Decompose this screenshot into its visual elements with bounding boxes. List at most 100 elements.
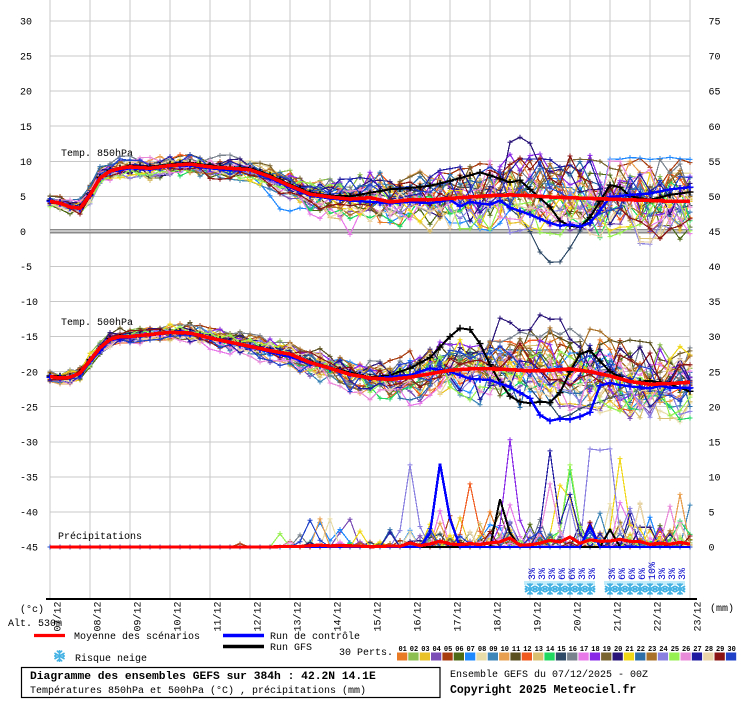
svg-text:Run de contrôle: Run de contrôle	[270, 631, 360, 643]
svg-text:3%: 3%	[608, 568, 619, 580]
svg-text:Diagramme des ensembles GEFS s: Diagramme des ensembles GEFS sur 384h : …	[30, 671, 376, 683]
svg-text:22: 22	[637, 646, 645, 654]
svg-text:-40: -40	[20, 509, 38, 520]
svg-text:Températures 850hPa et 500hPa: Températures 850hPa et 500hPa (°C) , pré…	[30, 685, 366, 697]
svg-text:Copyright 2025 Meteociel.fr: Copyright 2025 Meteociel.fr	[450, 684, 636, 697]
svg-text:08: 08	[478, 646, 486, 654]
svg-text:21: 21	[625, 646, 633, 654]
svg-text:3%: 3%	[668, 568, 679, 580]
svg-text:14/12: 14/12	[333, 602, 345, 632]
svg-text:24: 24	[659, 646, 667, 654]
svg-text:40: 40	[709, 263, 721, 274]
svg-text:-5: -5	[20, 263, 32, 274]
svg-text:09/12: 09/12	[133, 602, 145, 632]
svg-text:-45: -45	[20, 544, 38, 555]
svg-text:27: 27	[693, 646, 701, 654]
svg-text:16: 16	[569, 646, 577, 654]
svg-text:25: 25	[20, 53, 32, 64]
svg-text:25: 25	[671, 646, 679, 654]
svg-text:5: 5	[20, 193, 26, 204]
svg-text:30: 30	[709, 333, 721, 344]
svg-text:6%: 6%	[568, 568, 579, 580]
svg-text:17/12: 17/12	[453, 602, 465, 632]
svg-text:-10: -10	[20, 298, 38, 309]
svg-text:(mm): (mm)	[710, 603, 734, 615]
svg-text:Précipitations: Précipitations	[58, 531, 142, 543]
svg-text:3%: 3%	[528, 568, 539, 580]
svg-text:3%: 3%	[538, 568, 549, 580]
svg-text:20: 20	[20, 88, 32, 99]
svg-text:05: 05	[444, 646, 452, 654]
svg-text:-20: -20	[20, 368, 38, 379]
svg-text:-30: -30	[20, 438, 38, 449]
svg-text:(°c): (°c)	[20, 604, 44, 616]
svg-text:07: 07	[466, 646, 474, 654]
svg-text:25: 25	[709, 368, 721, 379]
svg-text:28: 28	[705, 646, 713, 654]
svg-text:20: 20	[614, 646, 622, 654]
svg-text:29: 29	[716, 646, 724, 654]
svg-text:Moyenne des scénarios: Moyenne des scénarios	[74, 631, 200, 643]
svg-text:17: 17	[580, 646, 588, 654]
svg-text:Risque neige: Risque neige	[75, 653, 147, 665]
svg-text:14: 14	[546, 646, 554, 654]
svg-text:23: 23	[648, 646, 656, 654]
svg-text:26: 26	[682, 646, 690, 654]
svg-text:20/12: 20/12	[573, 602, 585, 632]
svg-text:30: 30	[727, 646, 735, 654]
svg-text:5: 5	[709, 509, 715, 520]
svg-text:23/12: 23/12	[693, 602, 705, 632]
svg-text:Alt. 530m: Alt. 530m	[8, 618, 62, 630]
svg-text:19/12: 19/12	[533, 602, 545, 632]
svg-text:13: 13	[535, 646, 543, 654]
svg-text:-25: -25	[20, 403, 38, 414]
svg-text:-35: -35	[20, 474, 38, 485]
svg-text:15: 15	[20, 123, 32, 134]
svg-text:09: 09	[489, 646, 497, 654]
svg-text:45: 45	[709, 228, 721, 239]
svg-text:6%: 6%	[628, 568, 639, 580]
svg-text:13/12: 13/12	[293, 602, 305, 632]
svg-text:02: 02	[410, 646, 418, 654]
svg-text:12/12: 12/12	[253, 602, 265, 632]
svg-text:0: 0	[20, 228, 26, 239]
svg-text:70: 70	[709, 53, 721, 64]
svg-text:3%: 3%	[578, 568, 589, 580]
svg-text:10%: 10%	[648, 562, 659, 580]
svg-text:3%: 3%	[678, 568, 689, 580]
svg-text:15: 15	[709, 438, 721, 449]
svg-text:10: 10	[709, 474, 721, 485]
svg-text:75: 75	[709, 18, 721, 29]
svg-text:19: 19	[603, 646, 611, 654]
svg-text:07/12: 07/12	[53, 602, 65, 632]
svg-text:6%: 6%	[638, 568, 649, 580]
svg-text:3%: 3%	[658, 568, 669, 580]
svg-text:10: 10	[501, 646, 509, 654]
svg-text:18: 18	[591, 646, 599, 654]
svg-text:Temp. 850hPa: Temp. 850hPa	[61, 148, 133, 160]
svg-text:-15: -15	[20, 333, 38, 344]
svg-text:01: 01	[398, 646, 406, 654]
svg-text:15/12: 15/12	[373, 602, 385, 632]
svg-text:60: 60	[709, 123, 721, 134]
svg-text:15: 15	[557, 646, 565, 654]
svg-text:65: 65	[709, 88, 721, 99]
svg-text:6%: 6%	[618, 568, 629, 580]
svg-text:10: 10	[20, 158, 32, 169]
svg-text:55: 55	[709, 158, 721, 169]
svg-text:50: 50	[709, 193, 721, 204]
svg-text:18/12: 18/12	[493, 602, 505, 632]
svg-text:30: 30	[20, 18, 32, 29]
svg-text:11: 11	[512, 646, 520, 654]
svg-text:08/12: 08/12	[93, 602, 105, 632]
svg-text:21/12: 21/12	[613, 602, 625, 632]
svg-text:16/12: 16/12	[413, 602, 425, 632]
svg-text:6%: 6%	[558, 568, 569, 580]
svg-text:20: 20	[709, 403, 721, 414]
svg-text:11/12: 11/12	[213, 602, 225, 632]
svg-text:12: 12	[523, 646, 531, 654]
svg-text:3%: 3%	[588, 568, 599, 580]
svg-text:06: 06	[455, 646, 463, 654]
svg-text:Run GFS: Run GFS	[270, 643, 312, 654]
svg-text:0: 0	[709, 544, 715, 555]
